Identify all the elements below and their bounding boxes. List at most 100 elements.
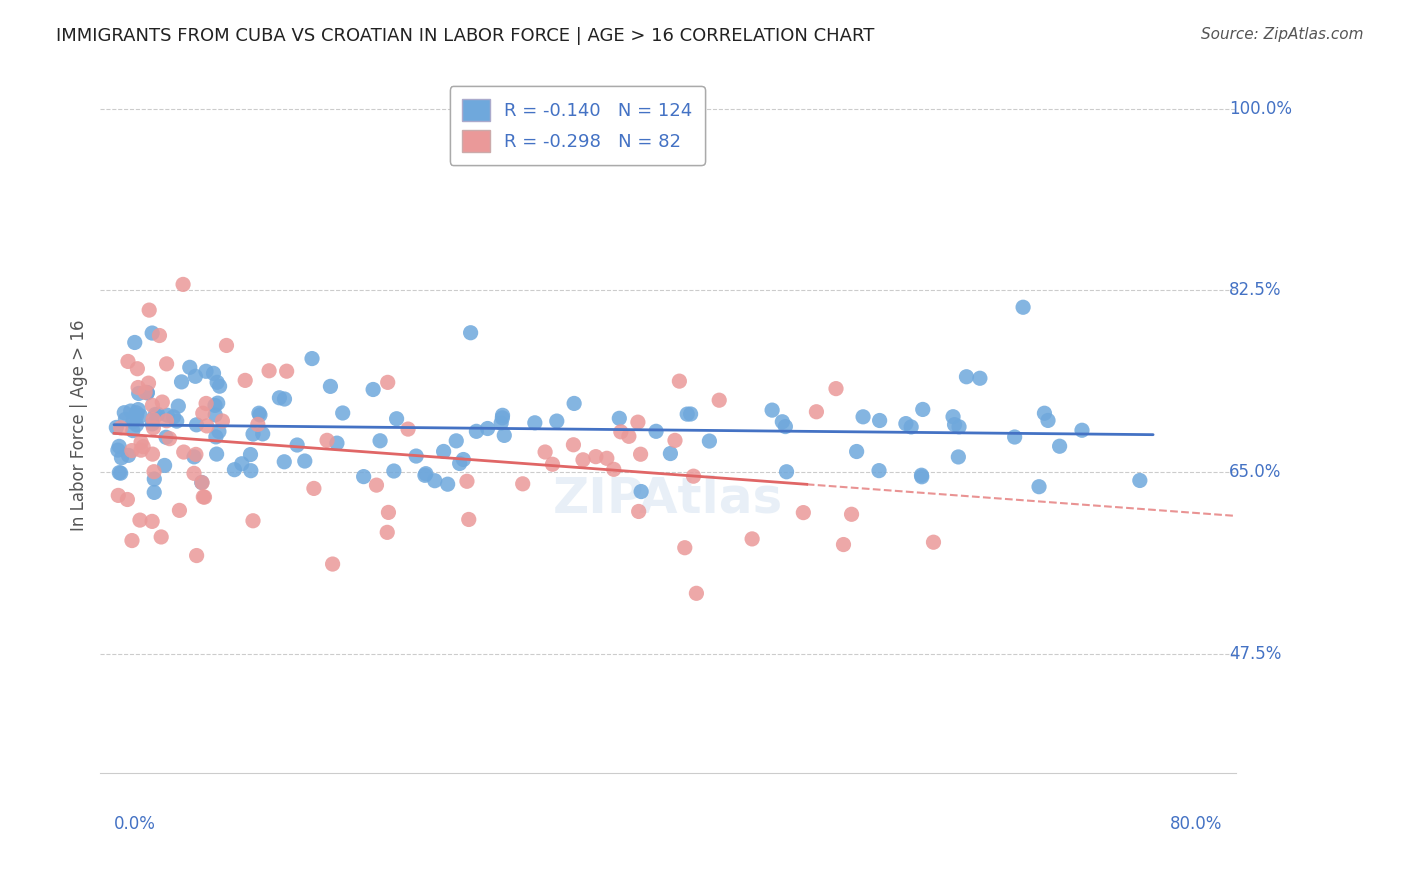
Immigrants from Cuba bbox=[353, 469, 375, 483]
Croatians bbox=[627, 415, 650, 429]
Text: IMMIGRANTS FROM CUBA VS CROATIAN IN LABOR FORCE | AGE > 16 CORRELATION CHART: IMMIGRANTS FROM CUBA VS CROATIAN IN LABO… bbox=[56, 27, 875, 45]
Text: 47.5%: 47.5% bbox=[1229, 645, 1282, 663]
Immigrants from Cuba bbox=[460, 326, 482, 340]
Immigrants from Cuba bbox=[1028, 480, 1050, 494]
Croatians bbox=[792, 506, 814, 520]
Immigrants from Cuba bbox=[368, 434, 391, 448]
Immigrants from Cuba bbox=[208, 379, 231, 393]
Croatians bbox=[184, 447, 207, 461]
Immigrants from Cuba bbox=[128, 386, 150, 401]
Croatians bbox=[302, 482, 325, 496]
Croatians bbox=[396, 422, 419, 436]
Immigrants from Cuba bbox=[121, 415, 143, 429]
Immigrants from Cuba bbox=[108, 439, 131, 453]
Croatians bbox=[143, 465, 166, 479]
Croatians bbox=[841, 508, 863, 522]
Immigrants from Cuba bbox=[107, 443, 129, 458]
Croatians bbox=[211, 414, 233, 428]
Immigrants from Cuba bbox=[413, 468, 436, 483]
Immigrants from Cuba bbox=[145, 408, 167, 422]
Immigrants from Cuba bbox=[301, 351, 323, 366]
Croatians bbox=[141, 398, 163, 412]
Croatians bbox=[562, 438, 585, 452]
Immigrants from Cuba bbox=[269, 391, 291, 405]
Immigrants from Cuba bbox=[852, 409, 875, 424]
Croatians bbox=[107, 488, 129, 502]
Immigrants from Cuba bbox=[141, 417, 163, 431]
Immigrants from Cuba bbox=[699, 434, 721, 448]
Immigrants from Cuba bbox=[108, 466, 131, 480]
Immigrants from Cuba bbox=[112, 406, 135, 420]
Immigrants from Cuba bbox=[361, 383, 384, 397]
Immigrants from Cuba bbox=[143, 472, 166, 486]
Immigrants from Cuba bbox=[523, 416, 546, 430]
Croatians bbox=[121, 533, 143, 548]
Immigrants from Cuba bbox=[117, 448, 139, 462]
Croatians bbox=[141, 447, 163, 461]
Croatians bbox=[148, 328, 170, 343]
Immigrants from Cuba bbox=[465, 425, 488, 439]
Croatians bbox=[191, 406, 214, 420]
Croatians bbox=[377, 376, 399, 390]
Croatians bbox=[709, 393, 731, 408]
Immigrants from Cuba bbox=[105, 420, 128, 434]
Immigrants from Cuba bbox=[190, 475, 212, 490]
Croatians bbox=[195, 396, 218, 410]
Immigrants from Cuba bbox=[249, 408, 271, 422]
Immigrants from Cuba bbox=[239, 464, 262, 478]
Immigrants from Cuba bbox=[204, 408, 226, 422]
Croatians bbox=[664, 434, 686, 448]
Croatians bbox=[191, 475, 214, 490]
Croatians bbox=[806, 405, 828, 419]
Croatians bbox=[316, 434, 339, 448]
Immigrants from Cuba bbox=[546, 414, 568, 428]
Legend: R = -0.140   N = 124, R = -0.298   N = 82: R = -0.140 N = 124, R = -0.298 N = 82 bbox=[450, 87, 704, 165]
Immigrants from Cuba bbox=[231, 457, 253, 471]
Immigrants from Cuba bbox=[195, 364, 218, 378]
Immigrants from Cuba bbox=[155, 430, 177, 444]
Text: 82.5%: 82.5% bbox=[1229, 281, 1282, 300]
Croatians bbox=[142, 421, 165, 435]
Croatians bbox=[132, 440, 155, 454]
Croatians bbox=[246, 417, 269, 432]
Immigrants from Cuba bbox=[770, 415, 793, 429]
Immigrants from Cuba bbox=[202, 367, 225, 381]
Croatians bbox=[585, 450, 607, 464]
Croatians bbox=[155, 414, 177, 428]
Text: In Labor Force | Age > 16: In Labor Force | Age > 16 bbox=[70, 319, 89, 531]
Croatians bbox=[138, 376, 160, 391]
Immigrants from Cuba bbox=[761, 403, 783, 417]
Immigrants from Cuba bbox=[110, 466, 132, 480]
Immigrants from Cuba bbox=[141, 326, 163, 340]
Croatians bbox=[129, 513, 152, 527]
Croatians bbox=[169, 503, 191, 517]
Immigrants from Cuba bbox=[845, 444, 868, 458]
Immigrants from Cuba bbox=[224, 463, 246, 477]
Immigrants from Cuba bbox=[969, 371, 991, 385]
Immigrants from Cuba bbox=[900, 420, 922, 434]
Croatians bbox=[121, 443, 143, 458]
Text: 80.0%: 80.0% bbox=[1170, 815, 1222, 833]
Text: Source: ZipAtlas.com: Source: ZipAtlas.com bbox=[1201, 27, 1364, 42]
Immigrants from Cuba bbox=[1049, 439, 1071, 453]
Croatians bbox=[257, 364, 280, 378]
Text: 65.0%: 65.0% bbox=[1229, 463, 1282, 481]
Immigrants from Cuba bbox=[129, 409, 152, 423]
Immigrants from Cuba bbox=[208, 425, 231, 439]
Immigrants from Cuba bbox=[239, 448, 262, 462]
Immigrants from Cuba bbox=[205, 447, 228, 461]
Immigrants from Cuba bbox=[110, 450, 132, 465]
Croatians bbox=[193, 490, 215, 504]
Immigrants from Cuba bbox=[868, 464, 890, 478]
Immigrants from Cuba bbox=[1129, 474, 1152, 488]
Croatians bbox=[276, 364, 298, 378]
Immigrants from Cuba bbox=[127, 402, 149, 417]
Croatians bbox=[603, 462, 626, 476]
Immigrants from Cuba bbox=[911, 470, 934, 484]
Croatians bbox=[922, 535, 945, 549]
Croatians bbox=[541, 457, 564, 471]
Croatians bbox=[141, 515, 163, 529]
Immigrants from Cuba bbox=[121, 424, 143, 438]
Croatians bbox=[186, 549, 208, 563]
Croatians bbox=[682, 469, 704, 483]
